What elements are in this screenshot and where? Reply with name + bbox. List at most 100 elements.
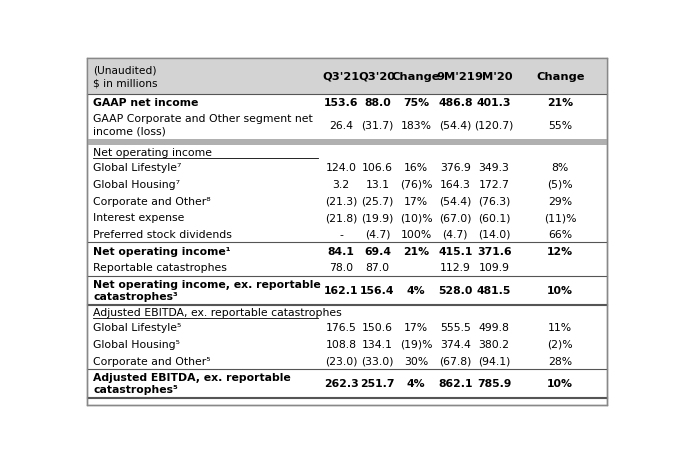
Text: (5)%: (5)% — [548, 179, 573, 190]
Text: 124.0: 124.0 — [326, 163, 357, 173]
Text: (4.7): (4.7) — [365, 230, 390, 240]
Bar — [87, 59, 607, 95]
Text: 28%: 28% — [548, 356, 572, 366]
Text: 106.6: 106.6 — [362, 163, 393, 173]
Text: Corporate and Other⁵: Corporate and Other⁵ — [93, 356, 211, 366]
Text: 4%: 4% — [407, 379, 425, 388]
Text: (25.7): (25.7) — [362, 196, 393, 206]
Text: 21%: 21% — [403, 246, 429, 256]
Text: 183%: 183% — [401, 120, 431, 130]
Text: (21.8): (21.8) — [325, 213, 357, 223]
Text: (19.9): (19.9) — [362, 213, 393, 223]
Text: 26.4: 26.4 — [329, 120, 353, 130]
Text: 156.4: 156.4 — [360, 285, 395, 296]
Text: (23.0): (23.0) — [325, 356, 357, 366]
Text: 374.4: 374.4 — [440, 339, 471, 349]
Text: (4.7): (4.7) — [443, 230, 468, 240]
Text: 3.2: 3.2 — [332, 179, 350, 190]
Text: (67.8): (67.8) — [439, 356, 471, 366]
Text: 10%: 10% — [547, 379, 573, 388]
Text: income (loss): income (loss) — [93, 126, 166, 136]
Text: (33.0): (33.0) — [361, 356, 393, 366]
Text: (54.4): (54.4) — [439, 196, 471, 206]
Text: 380.2: 380.2 — [479, 339, 510, 349]
Text: 8%: 8% — [552, 163, 569, 173]
Text: (19)%: (19)% — [399, 339, 432, 349]
Text: 499.8: 499.8 — [479, 323, 510, 332]
Text: Adjusted EBITDA, ex. reportable: Adjusted EBITDA, ex. reportable — [93, 372, 290, 382]
Text: 371.6: 371.6 — [477, 246, 511, 256]
Text: (120.7): (120.7) — [475, 120, 514, 130]
Text: (94.1): (94.1) — [478, 356, 510, 366]
Text: 17%: 17% — [404, 323, 428, 332]
Text: 528.0: 528.0 — [438, 285, 473, 296]
Text: 150.6: 150.6 — [362, 323, 393, 332]
Text: 13.1: 13.1 — [366, 179, 389, 190]
Text: 78.0: 78.0 — [329, 263, 353, 273]
Text: 153.6: 153.6 — [324, 98, 358, 108]
Text: 9M'21: 9M'21 — [436, 72, 475, 82]
Text: 162.1: 162.1 — [324, 285, 358, 296]
Text: 29%: 29% — [548, 196, 572, 206]
Text: (10)%: (10)% — [399, 213, 433, 223]
Text: 9M'20: 9M'20 — [475, 72, 513, 82]
Text: Interest expense: Interest expense — [93, 213, 184, 223]
Text: (67.0): (67.0) — [439, 213, 472, 223]
Text: -: - — [339, 230, 343, 240]
Text: Change: Change — [392, 72, 440, 82]
Text: 17%: 17% — [404, 196, 428, 206]
Text: (76.3): (76.3) — [478, 196, 510, 206]
Text: 75%: 75% — [403, 98, 429, 108]
Text: Net operating income: Net operating income — [93, 147, 212, 157]
Text: (11)%: (11)% — [544, 213, 577, 223]
Text: catastrophes⁵: catastrophes⁵ — [93, 384, 178, 394]
Text: 4%: 4% — [407, 285, 425, 296]
Text: 21%: 21% — [547, 98, 573, 108]
Text: 100%: 100% — [400, 230, 431, 240]
Text: Preferred stock dividends: Preferred stock dividends — [93, 230, 232, 240]
Text: 555.5: 555.5 — [440, 323, 471, 332]
Text: 164.3: 164.3 — [440, 179, 471, 190]
Bar — [87, 140, 607, 146]
Text: (60.1): (60.1) — [478, 213, 510, 223]
Text: (76)%: (76)% — [399, 179, 432, 190]
Text: 88.0: 88.0 — [364, 98, 391, 108]
Text: 30%: 30% — [404, 356, 428, 366]
Text: 84.1: 84.1 — [328, 246, 355, 256]
Text: 251.7: 251.7 — [360, 379, 395, 388]
Text: 176.5: 176.5 — [326, 323, 357, 332]
Text: Global Housing⁵: Global Housing⁵ — [93, 339, 180, 349]
Text: (2)%: (2)% — [548, 339, 573, 349]
Text: 862.1: 862.1 — [438, 379, 473, 388]
Text: GAAP Corporate and Other segment net: GAAP Corporate and Other segment net — [93, 114, 313, 124]
Text: catastrophes³: catastrophes³ — [93, 291, 178, 301]
Text: Global Lifestyle⁷: Global Lifestyle⁷ — [93, 163, 181, 173]
Text: Q3'20: Q3'20 — [359, 72, 396, 82]
Text: (54.4): (54.4) — [439, 120, 471, 130]
Text: 87.0: 87.0 — [366, 263, 389, 273]
Text: Adjusted EBITDA, ex. reportable catastrophes: Adjusted EBITDA, ex. reportable catastro… — [93, 307, 342, 317]
Text: 134.1: 134.1 — [362, 339, 393, 349]
Text: 69.4: 69.4 — [364, 246, 391, 256]
Text: Net operating income, ex. reportable: Net operating income, ex. reportable — [93, 279, 321, 289]
Text: (14.0): (14.0) — [478, 230, 510, 240]
Text: (21.3): (21.3) — [325, 196, 357, 206]
Text: 108.8: 108.8 — [326, 339, 357, 349]
Text: 172.7: 172.7 — [479, 179, 510, 190]
Text: Q3'21: Q3'21 — [323, 72, 359, 82]
Text: Net operating income¹: Net operating income¹ — [93, 246, 231, 256]
Text: Global Housing⁷: Global Housing⁷ — [93, 179, 180, 190]
Text: GAAP net income: GAAP net income — [93, 98, 198, 108]
Text: (Unaudited)
$ in millions: (Unaudited) $ in millions — [93, 65, 158, 88]
Text: 112.9: 112.9 — [440, 263, 471, 273]
Text: Corporate and Other⁸: Corporate and Other⁸ — [93, 196, 211, 206]
Text: 376.9: 376.9 — [440, 163, 471, 173]
Text: Reportable catastrophes: Reportable catastrophes — [93, 263, 227, 273]
Text: (31.7): (31.7) — [362, 120, 393, 130]
Text: 55%: 55% — [548, 120, 572, 130]
Text: 11%: 11% — [548, 323, 572, 332]
Text: Change: Change — [536, 72, 584, 82]
Text: 486.8: 486.8 — [438, 98, 473, 108]
Text: 16%: 16% — [404, 163, 428, 173]
Text: 785.9: 785.9 — [477, 379, 511, 388]
